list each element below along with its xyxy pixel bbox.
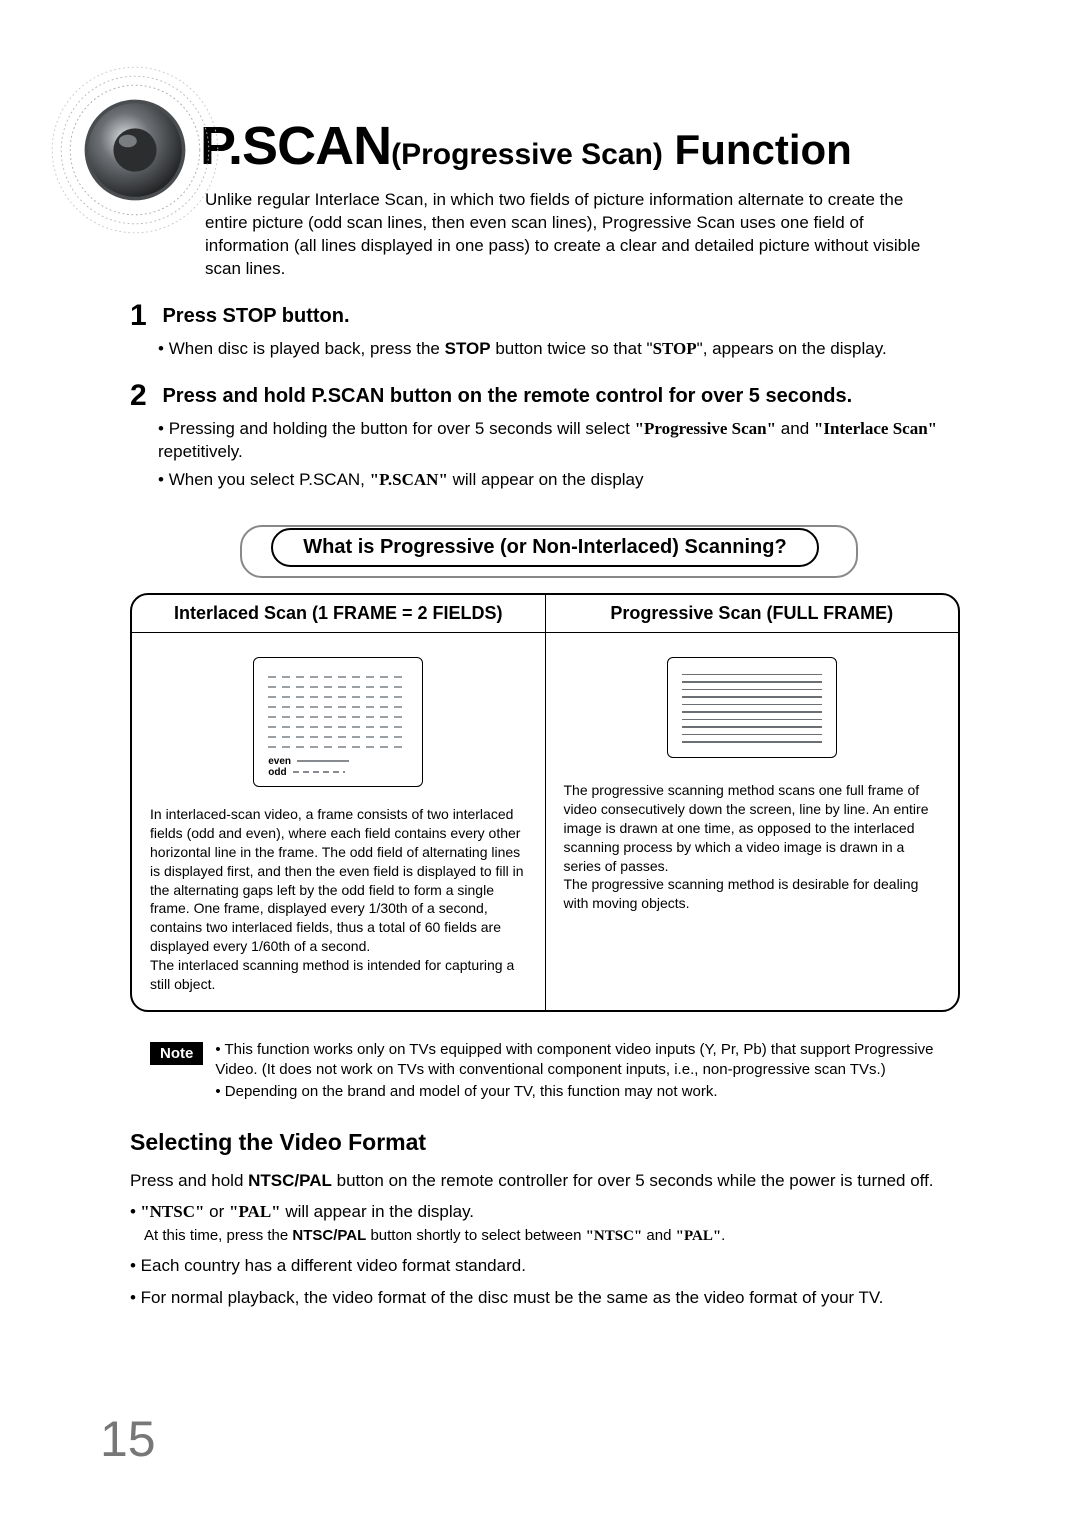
section2-body: Press and hold NTSC/PAL button on the re…	[130, 1168, 960, 1311]
step2-line1: • Pressing and holding the button for ov…	[158, 417, 960, 465]
compare-header-left: Interlaced Scan (1 FRAME = 2 FIELDS)	[132, 595, 546, 633]
page-number: 15	[100, 1410, 156, 1468]
note-badge: Note	[150, 1042, 203, 1065]
speaker-logo-icon	[45, 60, 225, 240]
section2-intro: Press and hold NTSC/PAL button on the re…	[130, 1168, 960, 1194]
note-line-1: • This function works only on TVs equipp…	[215, 1040, 960, 1081]
step-2: 2 Press and hold P.SCAN button on the re…	[130, 379, 960, 492]
step1-line1: • When disc is played back, press the ST…	[158, 337, 960, 361]
title-func: Function	[663, 126, 852, 173]
note-block: Note • This function works only on TVs e…	[130, 1040, 960, 1105]
compare-table: Interlaced Scan (1 FRAME = 2 FIELDS) Pro…	[130, 593, 960, 1012]
title-paren: (Progressive Scan)	[391, 138, 663, 171]
step2-title: Press and hold P.SCAN button on the remo…	[162, 385, 852, 408]
legend-odd: odd	[268, 767, 286, 778]
legend-even: even	[268, 756, 291, 767]
section2-title: Selecting the Video Format	[130, 1129, 960, 1156]
section2-b1sub: At this time, press the NTSC/PAL button …	[144, 1225, 960, 1248]
compare-header-right: Progressive Scan (FULL FRAME)	[546, 595, 959, 633]
note-line-2: • Depending on the brand and model of yo…	[215, 1082, 960, 1102]
callout-text: What is Progressive (or Non-Interlaced) …	[271, 528, 818, 567]
intro-text: Unlike regular Interlace Scan, in which …	[205, 189, 935, 281]
interlaced-diagram: even odd	[150, 643, 527, 805]
progressive-diagram	[564, 643, 941, 781]
callout-box: What is Progressive (or Non-Interlaced) …	[235, 520, 854, 575]
section2-b3: • For normal playback, the video format …	[130, 1285, 960, 1311]
title-pscan: P.SCAN	[200, 116, 391, 176]
step-1: 1 Press STOP button. • When disc is play…	[130, 299, 960, 361]
step1-num: 1	[130, 299, 158, 333]
page-title: P.SCAN(Progressive Scan) Function	[200, 115, 960, 177]
step2-num: 2	[130, 379, 158, 413]
step1-title: Press STOP button.	[162, 305, 349, 328]
compare-desc-right: The progressive scanning method scans on…	[564, 781, 941, 913]
section2-b2: • Each country has a different video for…	[130, 1253, 960, 1279]
section2-b1: • "NTSC" or "PAL" will appear in the dis…	[130, 1199, 960, 1225]
compare-desc-left: In interlaced-scan video, a frame consis…	[150, 805, 527, 994]
step2-line2: • When you select P.SCAN, "P.SCAN" will …	[158, 468, 960, 492]
